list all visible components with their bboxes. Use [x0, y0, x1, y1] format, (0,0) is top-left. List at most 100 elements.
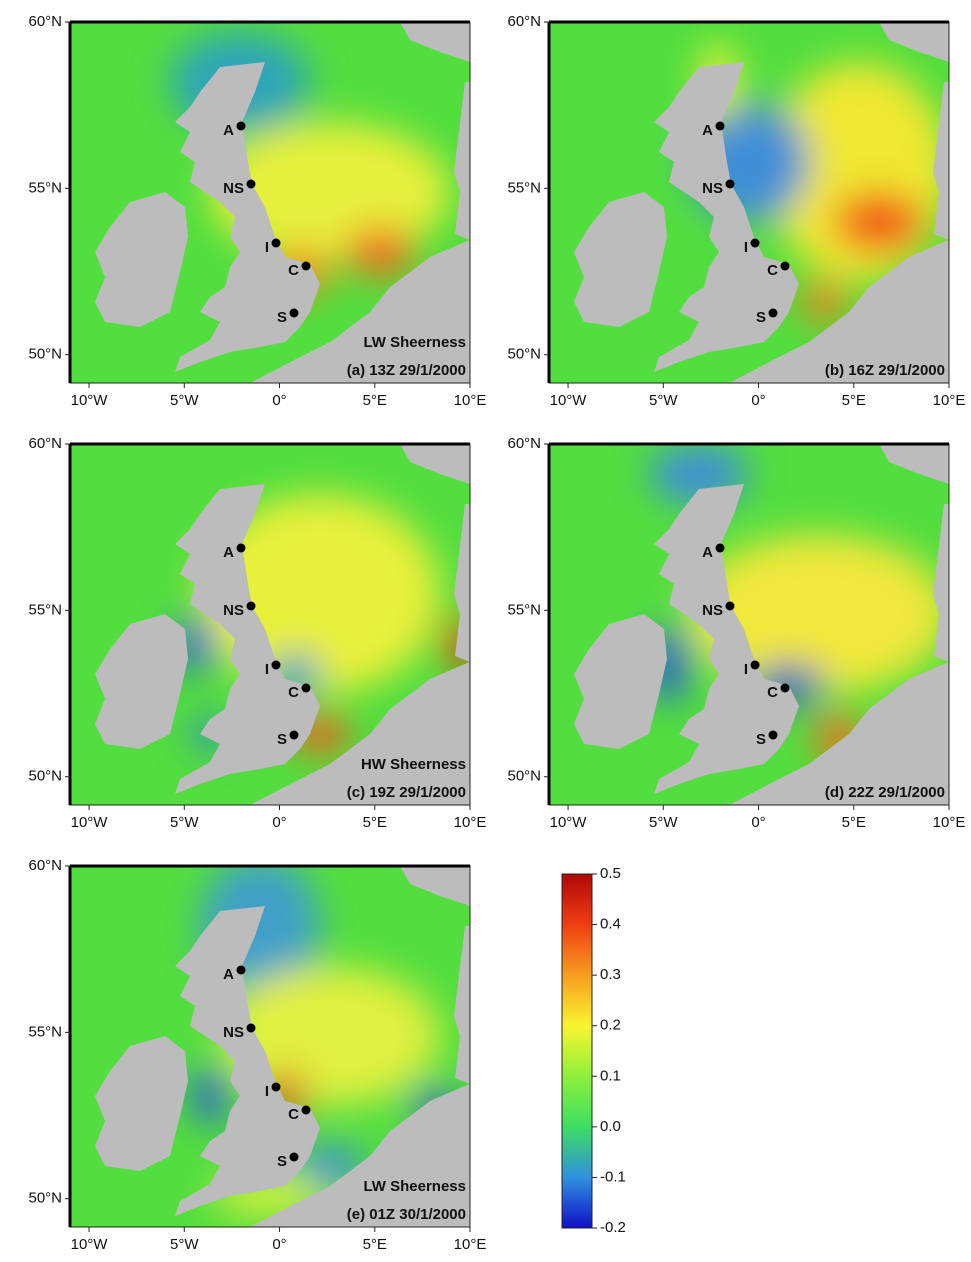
land [454, 926, 470, 1084]
panel-label: (e) 01Z 30/1/2000 [347, 1206, 466, 1223]
land [654, 484, 799, 794]
map-panel: 10°W 5°W 0° 5°E 10°E 60°N 55°N 50°N A NS I C S (d) 22… [507, 435, 965, 831]
colorbar-tick-label: -0.1 [600, 1168, 626, 1185]
station-dot [236, 543, 246, 553]
land [574, 614, 667, 749]
land [175, 62, 320, 372]
station-dot [289, 730, 299, 740]
lat-tick-label: 55°N [28, 1023, 62, 1040]
land [250, 240, 470, 383]
station-label: S [756, 731, 766, 748]
station-dot [236, 965, 246, 975]
station-label: NS [702, 602, 723, 619]
lat-tick-label: 60°N [28, 857, 62, 874]
station-label: C [767, 684, 778, 701]
residual-patch [834, 192, 924, 252]
station-label: C [288, 1106, 299, 1123]
land [400, 866, 470, 906]
map-body [70, 866, 470, 1227]
lon-tick-label: 5°W [170, 392, 199, 409]
colorbar-tick-label: 0.5 [600, 865, 621, 882]
station-label: A [223, 966, 234, 983]
land [879, 444, 949, 484]
lon-tick-label: 0° [751, 392, 765, 409]
station-label: A [702, 122, 713, 139]
land [454, 82, 470, 240]
station-dot [246, 601, 256, 611]
colorbar-tick-label: 0.4 [600, 916, 621, 933]
land [175, 484, 320, 794]
lat-tick-label: 50°N [28, 346, 62, 363]
station-dot [768, 308, 778, 318]
station-dot [246, 179, 256, 189]
station-label: S [277, 309, 287, 326]
station-label: I [265, 661, 269, 678]
lat-tick-label: 50°N [507, 768, 541, 785]
land [933, 82, 949, 240]
colorbar-tick-label: 0.0 [600, 1118, 621, 1135]
station-label: S [277, 731, 287, 748]
colorbar-scale [561, 873, 593, 1229]
residual-patch [689, 534, 949, 694]
lon-tick-label: 10°E [454, 814, 487, 831]
land [654, 62, 799, 372]
station-label: I [744, 661, 748, 678]
station-dot [301, 683, 311, 693]
map-body [70, 22, 470, 383]
lon-tick-label: 0° [272, 392, 286, 409]
lon-tick-label: 5°E [842, 392, 866, 409]
panel-label: (d) 22Z 29/1/2000 [825, 784, 945, 801]
station-dot [271, 238, 281, 248]
lat-tick-label: 60°N [507, 13, 541, 30]
land [454, 504, 470, 662]
lon-tick-label: 5°E [842, 814, 866, 831]
land [729, 662, 949, 805]
lon-tick-label: 10°E [933, 814, 966, 831]
map-panel: 10°W 5°W 0° 5°E 10°E 60°N 55°N 50°N A NS I C S LW She… [28, 13, 486, 409]
map-body [70, 444, 470, 805]
station-label: S [756, 309, 766, 326]
lon-tick-label: 5°E [363, 392, 387, 409]
station-dot [246, 1023, 256, 1033]
map-body [549, 22, 949, 383]
residual-patch [192, 1066, 228, 1126]
land [879, 22, 949, 62]
station-dot [780, 683, 790, 693]
residual-patch [345, 227, 415, 277]
station-label: A [223, 544, 234, 561]
lon-tick-label: 10°W [71, 1236, 109, 1253]
lon-tick-label: 5°W [170, 814, 199, 831]
residual-patch [220, 966, 440, 1106]
residual-patch [799, 282, 849, 322]
land [250, 1084, 470, 1227]
lat-tick-label: 60°N [507, 435, 541, 452]
lon-tick-label: 5°E [363, 814, 387, 831]
land [250, 662, 470, 805]
lon-tick-label: 5°W [649, 392, 678, 409]
lon-tick-label: 10°W [71, 392, 109, 409]
lon-tick-label: 10°W [550, 814, 588, 831]
station-label: NS [702, 180, 723, 197]
station-label: C [288, 684, 299, 701]
land [933, 504, 949, 662]
station-dot [750, 660, 760, 670]
map-panel: 10°W 5°W 0° 5°E 10°E 60°N 55°N 50°N A NS I C S (b) 16… [507, 13, 965, 409]
lat-tick-label: 55°N [507, 179, 541, 196]
station-dot [768, 730, 778, 740]
station-dot [715, 121, 725, 131]
map-panel: 10°W 5°W 0° 5°E 10°E 60°N 55°N 50°N A NS I C S LW She… [28, 857, 486, 1253]
lon-tick-label: 5°W [170, 1236, 199, 1253]
lat-tick-label: 55°N [28, 601, 62, 618]
colorbar: 0.5 0.4 0.3 0.2 0.1 0.0 -0.1 -0.2 [561, 865, 626, 1236]
colorbar-tick-label: 0.1 [600, 1067, 621, 1084]
station-dot [750, 238, 760, 248]
lat-tick-label: 50°N [28, 768, 62, 785]
lat-tick-label: 60°N [28, 13, 62, 30]
station-dot [289, 1152, 299, 1162]
lat-tick-label: 50°N [28, 1190, 62, 1207]
station-dot [271, 660, 281, 670]
land [574, 192, 667, 327]
land [95, 1036, 188, 1171]
panel-label: (b) 16Z 29/1/2000 [825, 362, 945, 379]
station-dot [715, 543, 725, 553]
